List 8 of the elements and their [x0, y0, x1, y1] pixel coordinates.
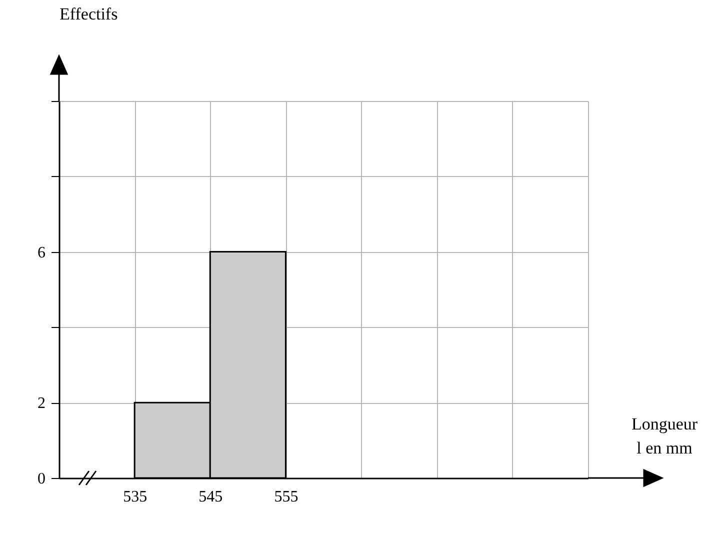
y-tick-label: 0 — [38, 470, 46, 488]
x-tick-label: 545 — [198, 488, 223, 506]
x-tick-label: 555 — [274, 488, 298, 506]
y-axis-title: Effectifs — [60, 4, 118, 24]
x-tick-label: 535 — [123, 488, 148, 506]
y-tick-label: 2 — [38, 395, 46, 412]
y-tick-label: 6 — [38, 244, 46, 262]
x-axis-title: Longueur l en mm — [631, 414, 698, 458]
